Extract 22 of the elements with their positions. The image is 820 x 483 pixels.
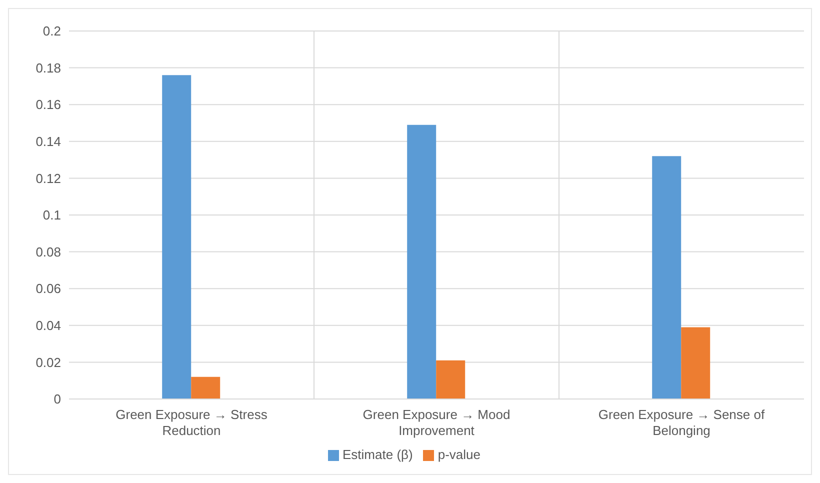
x-tick-label: Green Exposure → Mood Improvement bbox=[362, 407, 510, 438]
bar bbox=[652, 156, 682, 399]
y-tick-label: 0.12 bbox=[36, 170, 61, 186]
y-tick-label: 0.16 bbox=[36, 97, 61, 112]
bar bbox=[191, 376, 220, 399]
y-tick-label: 0 bbox=[54, 392, 61, 407]
y-tick-label: 0.02 bbox=[36, 354, 61, 370]
bar bbox=[162, 75, 192, 399]
y-tick-label: 0.04 bbox=[36, 318, 61, 334]
legend-label: p-value bbox=[438, 447, 480, 462]
legend-label: Estimate (β) bbox=[342, 447, 413, 462]
x-tick-label: Green Exposure → Sense of Belonging bbox=[598, 407, 765, 438]
y-tick-label: 0.14 bbox=[36, 134, 61, 150]
y-tick-label: 0.2 bbox=[42, 24, 61, 39]
y-tick-label: 0.1 bbox=[42, 208, 61, 223]
y-tick-label: 0.06 bbox=[36, 281, 61, 296]
y-tick-label: 0.08 bbox=[36, 244, 61, 260]
bar bbox=[407, 124, 436, 399]
bar bbox=[436, 360, 466, 399]
y-tick-label: 0.18 bbox=[36, 60, 61, 76]
x-tick-label: Green Exposure → Stress Reduction bbox=[116, 407, 268, 438]
bar bbox=[681, 327, 710, 399]
